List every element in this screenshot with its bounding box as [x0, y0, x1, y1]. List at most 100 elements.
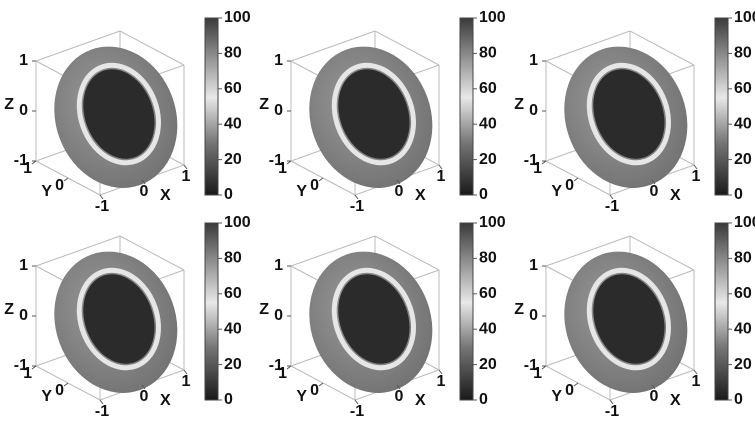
x-tick-label: 0: [140, 388, 149, 405]
x-tick-label: 0: [650, 388, 659, 405]
panel: -101Z01Y-101X020406080100: [259, 214, 506, 420]
colorbar-tick-label: 20: [224, 151, 242, 168]
colorbar-tick-label: 40: [224, 115, 242, 132]
colorbar-tick-label: 100: [734, 214, 755, 231]
colorbar: [715, 223, 728, 400]
colorbar: [205, 223, 218, 400]
y-tick-label: 1: [533, 365, 542, 382]
x-label: X: [415, 392, 426, 409]
colorbar-tick-label: 100: [734, 9, 755, 26]
colorbar-tick-label: 20: [734, 151, 752, 168]
y-tick: [574, 383, 578, 386]
y-label: Y: [551, 388, 562, 405]
z-tick-label: 0: [529, 102, 538, 119]
y-tick-label: 0: [565, 177, 574, 194]
y-tick-label: 1: [533, 160, 542, 177]
colorbar-tick-label: 0: [224, 391, 233, 408]
colorbar-tick-label: 0: [734, 186, 743, 203]
colorbar-tick-label: 100: [224, 9, 251, 26]
x-tick-label: 1: [692, 168, 701, 185]
z-tick-label: 0: [19, 102, 28, 119]
x-tick-label: 1: [437, 168, 446, 185]
colorbar-tick-label: 20: [479, 151, 497, 168]
y-label: Y: [551, 183, 562, 200]
colorbar-tick-label: 100: [479, 9, 506, 26]
z-tick-label: 1: [19, 257, 28, 274]
x-tick-label: 1: [692, 373, 701, 390]
colorbar-tick-label: 0: [479, 186, 488, 203]
x-label: X: [160, 187, 171, 204]
y-tick-label: 1: [278, 365, 287, 382]
y-tick: [319, 383, 323, 386]
x-tick-label: 0: [140, 183, 149, 200]
x-tick-label: -1: [95, 198, 109, 215]
y-tick-label: 0: [55, 177, 64, 194]
colorbar-tick-label: 80: [479, 250, 497, 267]
colorbar-tick-label: 20: [734, 356, 752, 373]
colorbar-tick-label: 80: [479, 45, 497, 62]
colorbar-tick-label: 60: [734, 80, 752, 97]
colorbar-tick-label: 80: [734, 250, 752, 267]
x-label: X: [160, 392, 171, 409]
y-tick-label: 0: [55, 382, 64, 399]
x-label: X: [415, 187, 426, 204]
colorbar-tick-label: 0: [479, 391, 488, 408]
y-tick: [64, 383, 68, 386]
colorbar-tick-label: 60: [479, 285, 497, 302]
colorbar-tick-label: 40: [479, 320, 497, 337]
x-tick-label: 0: [395, 388, 404, 405]
z-tick-label: 1: [529, 52, 538, 69]
colorbar-tick-label: 40: [734, 320, 752, 337]
colorbar-tick-label: 80: [224, 250, 242, 267]
y-label: Y: [41, 183, 52, 200]
y-label: Y: [296, 388, 307, 405]
y-tick-label: 1: [23, 365, 32, 382]
colorbar: [205, 18, 218, 195]
colorbar-tick-label: 60: [224, 80, 242, 97]
x-label: X: [670, 187, 681, 204]
colorbar: [715, 18, 728, 195]
y-tick: [319, 178, 323, 181]
z-tick-label: 1: [529, 257, 538, 274]
x-tick-label: 0: [650, 183, 659, 200]
colorbar-tick-label: 60: [479, 80, 497, 97]
panel: -101Z01Y-101X020406080100: [514, 214, 755, 420]
x-tick-label: -1: [350, 198, 364, 215]
y-tick-label: 0: [310, 177, 319, 194]
x-label: X: [670, 392, 681, 409]
colorbar: [460, 223, 473, 400]
x-tick-label: -1: [605, 403, 619, 420]
y-label: Y: [296, 183, 307, 200]
colorbar-tick-label: 40: [734, 115, 752, 132]
x-tick-label: 1: [182, 168, 191, 185]
z-tick-label: 0: [274, 102, 283, 119]
z-tick-label: 0: [19, 307, 28, 324]
z-tick-label: 0: [529, 307, 538, 324]
y-tick: [64, 178, 68, 181]
colorbar-tick-label: 20: [479, 356, 497, 373]
colorbar-tick-label: 100: [479, 214, 506, 231]
y-tick: [574, 178, 578, 181]
colorbar-tick-label: 0: [224, 186, 233, 203]
colorbar: [460, 18, 473, 195]
z-label: Z: [4, 96, 14, 113]
x-tick-label: -1: [605, 198, 619, 215]
z-label: Z: [514, 301, 524, 318]
x-tick-label: 1: [437, 373, 446, 390]
z-label: Z: [514, 96, 524, 113]
y-tick-label: 1: [278, 160, 287, 177]
z-label: Z: [4, 301, 14, 318]
colorbar-tick-label: 80: [224, 45, 242, 62]
colorbar-tick-label: 40: [479, 115, 497, 132]
z-tick-label: 1: [274, 257, 283, 274]
z-label: Z: [259, 96, 269, 113]
y-tick-label: 0: [565, 382, 574, 399]
z-tick-label: 0: [274, 307, 283, 324]
y-tick-label: 0: [310, 382, 319, 399]
x-tick-label: -1: [95, 403, 109, 420]
x-tick-label: -1: [350, 403, 364, 420]
z-tick-label: 1: [19, 52, 28, 69]
x-tick-label: 0: [395, 183, 404, 200]
